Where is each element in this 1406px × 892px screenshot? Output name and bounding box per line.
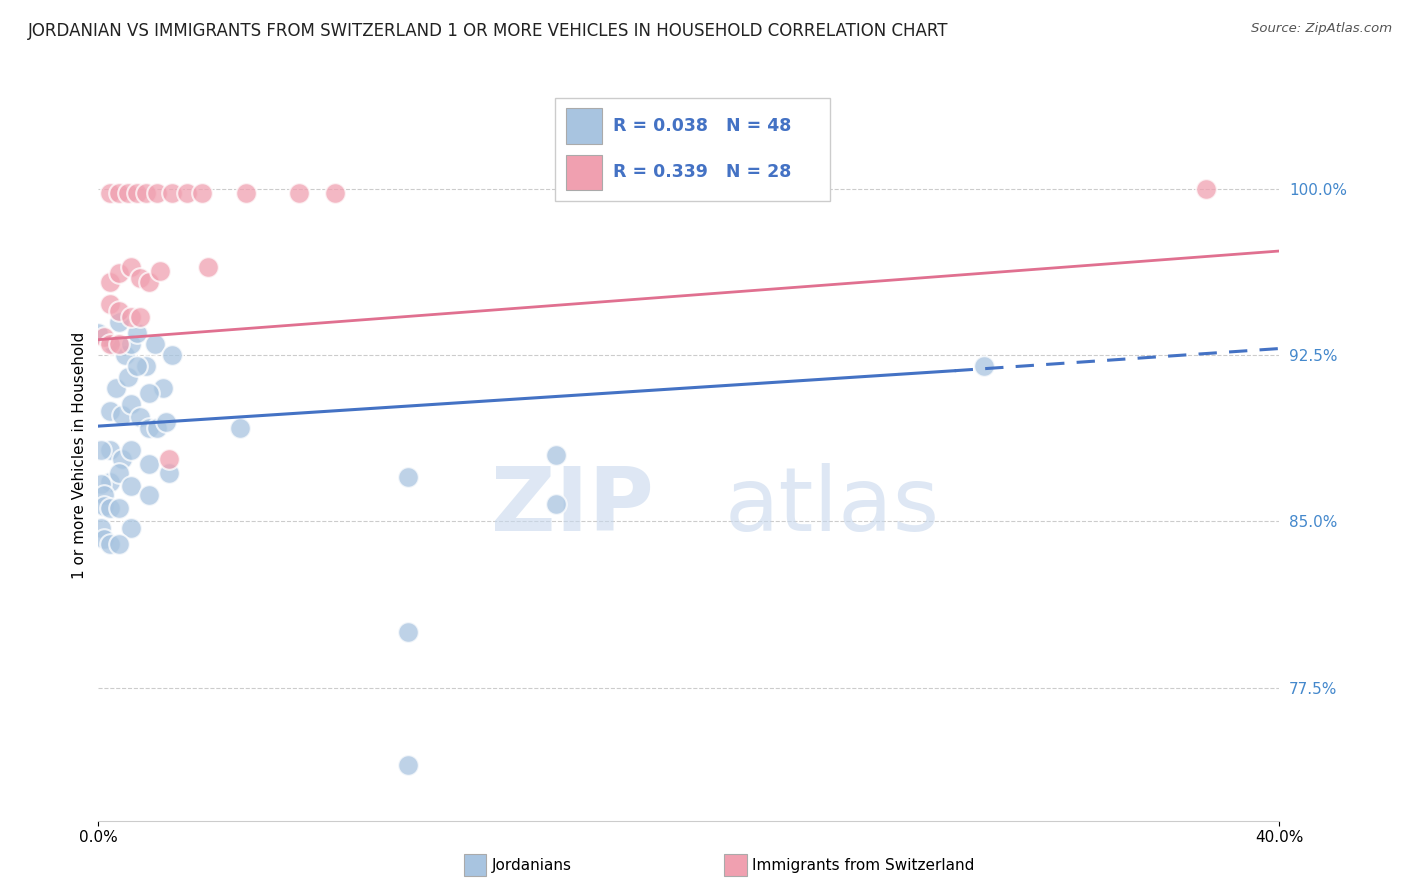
Point xyxy=(135,186,157,201)
Point xyxy=(120,337,142,351)
Text: Immigrants from Switzerland: Immigrants from Switzerland xyxy=(752,858,974,872)
Point xyxy=(197,260,219,274)
Point xyxy=(288,186,311,201)
Point xyxy=(98,275,121,289)
Point xyxy=(138,488,160,502)
Point xyxy=(98,536,121,550)
Point xyxy=(157,466,180,480)
Point xyxy=(138,385,160,400)
Point xyxy=(396,625,419,640)
FancyBboxPatch shape xyxy=(555,98,830,201)
Point xyxy=(155,415,177,429)
Point xyxy=(108,303,131,318)
Point xyxy=(93,499,115,513)
Point xyxy=(108,315,131,329)
Point xyxy=(117,186,139,201)
Bar xyxy=(567,154,602,190)
Point xyxy=(162,348,183,362)
Point xyxy=(98,403,121,417)
Point xyxy=(128,310,150,325)
Point xyxy=(120,260,142,274)
Point xyxy=(323,186,346,201)
Point xyxy=(128,270,150,285)
Point xyxy=(108,466,131,480)
Point xyxy=(98,501,121,516)
Text: JORDANIAN VS IMMIGRANTS FROM SWITZERLAND 1 OR MORE VEHICLES IN HOUSEHOLD CORRELA: JORDANIAN VS IMMIGRANTS FROM SWITZERLAND… xyxy=(28,22,949,40)
Point xyxy=(103,337,125,351)
Point xyxy=(98,186,121,201)
Point xyxy=(108,266,131,280)
Point xyxy=(125,186,148,201)
Point xyxy=(120,521,142,535)
Point xyxy=(114,348,136,362)
Point xyxy=(111,452,134,467)
Point xyxy=(546,497,568,511)
Point xyxy=(176,186,198,201)
Point xyxy=(1195,182,1218,196)
Point xyxy=(546,448,568,462)
Point xyxy=(98,297,121,311)
Text: R = 0.339   N = 28: R = 0.339 N = 28 xyxy=(613,163,792,181)
Point xyxy=(138,421,160,435)
Point xyxy=(93,532,115,546)
Text: Source: ZipAtlas.com: Source: ZipAtlas.com xyxy=(1251,22,1392,36)
Bar xyxy=(567,108,602,145)
Point xyxy=(93,330,115,344)
Point xyxy=(98,443,121,458)
Point xyxy=(152,381,174,395)
Point xyxy=(128,410,150,425)
Point xyxy=(146,186,169,201)
Y-axis label: 1 or more Vehicles in Household: 1 or more Vehicles in Household xyxy=(72,331,87,579)
Point xyxy=(125,359,148,374)
Point xyxy=(93,488,115,502)
Point xyxy=(108,501,131,516)
Point xyxy=(138,457,160,471)
Point xyxy=(90,476,112,491)
Point xyxy=(120,397,142,411)
Point xyxy=(98,337,121,351)
Point xyxy=(149,264,172,278)
Point xyxy=(229,421,252,435)
Point xyxy=(90,443,112,458)
Text: R = 0.038   N = 48: R = 0.038 N = 48 xyxy=(613,118,792,136)
Text: atlas: atlas xyxy=(724,463,939,549)
Point xyxy=(396,758,419,772)
Text: Jordanians: Jordanians xyxy=(492,858,572,872)
Point xyxy=(143,337,166,351)
Point xyxy=(191,186,214,201)
Point xyxy=(108,337,131,351)
Point xyxy=(98,475,121,489)
Point xyxy=(138,275,160,289)
Point xyxy=(973,359,995,374)
Point xyxy=(157,452,180,467)
Point xyxy=(108,186,131,201)
Point xyxy=(120,310,142,325)
Point xyxy=(146,421,169,435)
Point xyxy=(162,186,183,201)
Point xyxy=(87,326,110,340)
Point xyxy=(125,326,148,340)
Point xyxy=(111,408,134,422)
Point xyxy=(396,470,419,484)
Point xyxy=(90,521,112,535)
Point xyxy=(105,381,128,395)
Point xyxy=(235,186,257,201)
Point xyxy=(135,359,157,374)
Point xyxy=(117,370,139,384)
Text: ZIP: ZIP xyxy=(491,463,654,549)
Point xyxy=(120,443,142,458)
Point xyxy=(108,536,131,550)
Point xyxy=(120,479,142,493)
